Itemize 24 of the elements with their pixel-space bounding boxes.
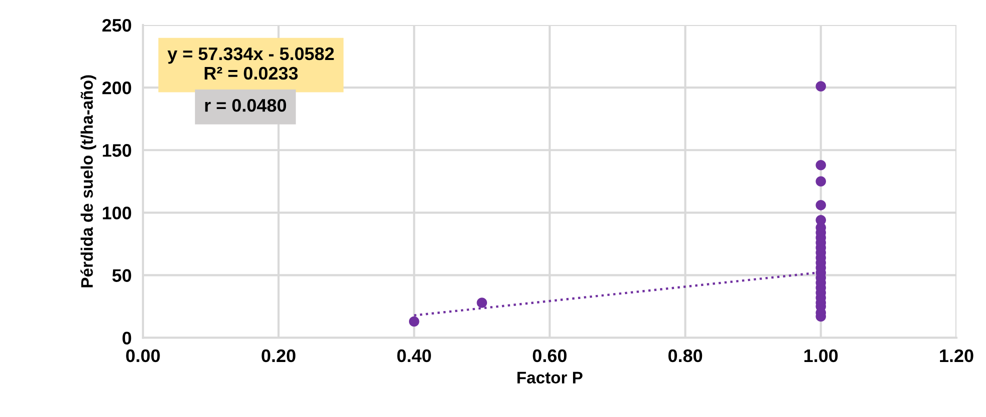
x-tick-label: 0.20 <box>262 349 296 362</box>
point <box>408 316 420 327</box>
x-tick-label: 1.20 <box>940 349 974 362</box>
point <box>816 160 826 170</box>
point <box>816 81 826 92</box>
y-axis-title: Pérdida de suelo (t/ha-año) <box>80 75 96 288</box>
y-tick-label: 150 <box>102 144 132 157</box>
point <box>816 176 826 187</box>
x-tick-label: 1.00 <box>804 349 838 362</box>
x-axis-title: Factor P <box>517 372 582 384</box>
x-tick-label: 0.80 <box>668 349 702 362</box>
y-tick-label: 250 <box>102 18 132 32</box>
point <box>476 298 488 308</box>
y-tick-label: 100 <box>102 206 132 220</box>
y-tick-label: 200 <box>102 82 132 94</box>
point <box>816 200 826 210</box>
x-tick-label: 0.40 <box>397 349 431 362</box>
x-tick-label: 0.60 <box>532 349 567 362</box>
annotation: r = 0.0480 <box>205 98 286 112</box>
y-tick-label: 0 <box>122 332 132 344</box>
point <box>816 215 826 226</box>
x-tick-label: 0.00 <box>126 349 160 362</box>
annotation: y = 57.334x - 5.0582 R² = 0.0233 <box>168 47 334 80</box>
y-tick-label: 50 <box>112 269 132 282</box>
